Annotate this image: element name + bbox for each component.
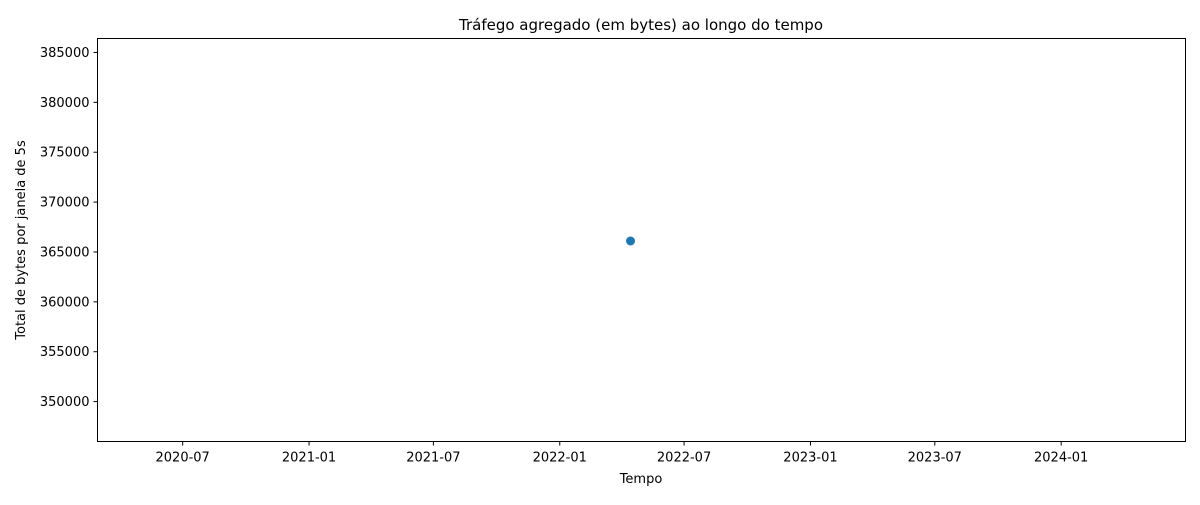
x-tick-label: 2022-01 — [533, 451, 587, 466]
y-tick-label: 380000 — [40, 96, 90, 111]
y-tick-label: 385000 — [40, 46, 90, 61]
x-tick-label: 2024-01 — [1034, 451, 1088, 466]
y-axis-label: Total de bytes por janela de 5s — [14, 140, 29, 341]
y-tick-label: 350000 — [40, 395, 90, 410]
x-tick-label: 2021-07 — [406, 451, 460, 466]
chart-title: Tráfego agregado (em bytes) ao longo do … — [458, 16, 823, 34]
x-axis-ticks: 2020-07 2021-01 2021-07 2022-01 2022-07 2023-… — [156, 441, 1088, 466]
y-axis-ticks: 350000 355000 360000 365000 370000 375000 3800… — [40, 46, 98, 410]
data-points — [626, 236, 636, 246]
y-tick-label: 370000 — [40, 196, 90, 211]
y-tick-label: 375000 — [40, 146, 90, 161]
x-axis-label: Tempo — [619, 472, 663, 487]
data-point — [626, 236, 636, 246]
y-tick-label: 355000 — [40, 345, 90, 360]
x-tick-label: 2022-07 — [657, 451, 711, 466]
x-tick-label: 2023-07 — [908, 451, 962, 466]
x-tick-label: 2020-07 — [156, 451, 210, 466]
y-tick-label: 365000 — [40, 245, 90, 260]
y-tick-label: 360000 — [40, 295, 90, 310]
x-tick-label: 2021-01 — [282, 451, 336, 466]
plot-frame — [97, 38, 1186, 442]
x-tick-label: 2023-01 — [783, 451, 837, 466]
